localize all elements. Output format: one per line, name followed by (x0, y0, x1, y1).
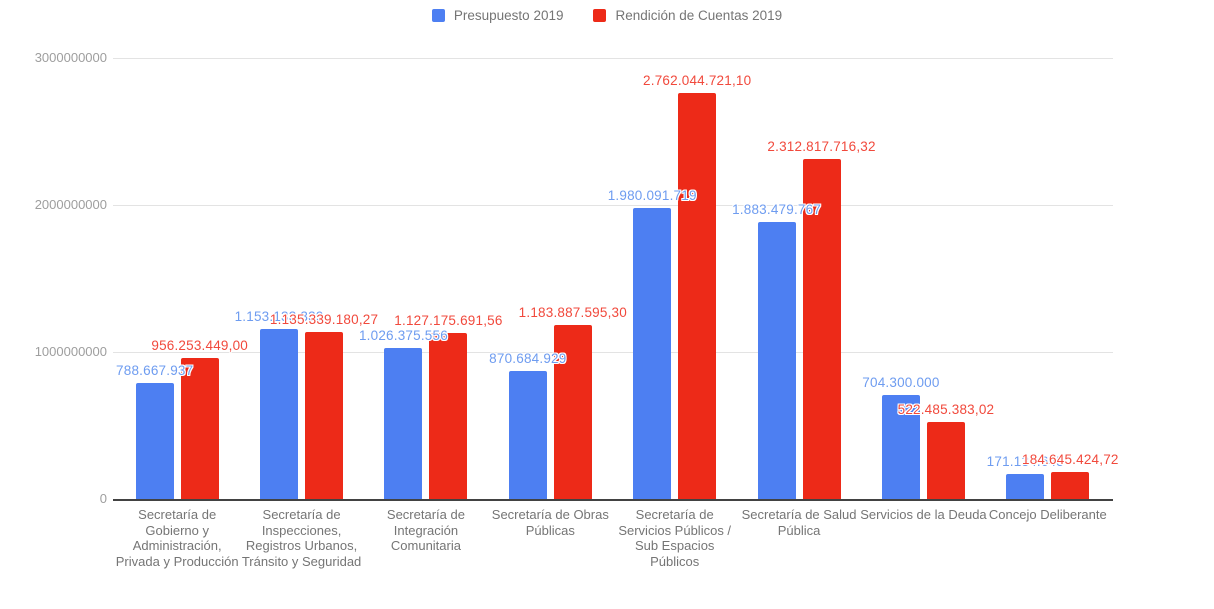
chart-legend: Presupuesto 2019 Rendición de Cuentas 20… (0, 8, 1214, 23)
value-label-rendicion-2: 1.127.175.691,56 (394, 313, 503, 329)
y-axis-tick-label: 1000000000 (34, 344, 107, 359)
legend-swatch-red-icon (593, 9, 607, 22)
x-axis-category-label-2: Secretaría de Integración Comunitaria (386, 507, 465, 553)
legend-item-presupuesto-2019[interactable]: Presupuesto 2019 (431, 8, 564, 23)
value-label-presupuesto-7: 171.134.645 (986, 453, 1064, 469)
value-label-rendicion-0: 956.253.449,00 (151, 338, 249, 354)
bar-rendicion-7[interactable] (1051, 471, 1090, 499)
value-label-presupuesto-0: 788.667.937 (116, 363, 194, 379)
value-label-rendicion-5: 2.312.817.716,32 (767, 139, 876, 155)
bar-presupuesto-3[interactable] (508, 371, 547, 499)
bar-presupuesto-1[interactable] (260, 329, 299, 499)
bar-rendicion-1[interactable] (305, 332, 344, 499)
value-label-rendicion-7: 184.645.424,72 (1021, 451, 1119, 467)
bar-rendicion-2[interactable] (429, 333, 468, 499)
x-axis-category-label-6: Servicios de la Deuda (860, 507, 987, 522)
value-label-presupuesto-5: 1.883.479.767 (732, 202, 822, 218)
y-axis-tick-label: 2000000000 (34, 197, 107, 212)
value-label-rendicion-3: 1.183.887.595,30 (518, 304, 627, 320)
bar-rendicion-5[interactable] (802, 159, 841, 499)
bar-rendicion-6[interactable] (926, 422, 965, 499)
x-axis-category-label-3: Secretaría de Obras Públicas (491, 507, 609, 538)
bar-presupuesto-4[interactable] (633, 207, 672, 499)
x-axis-category-label-5: Secretaría de Salud Pública (741, 507, 857, 538)
legend-label: Presupuesto 2019 (453, 8, 564, 23)
bar-rendicion-4[interactable] (678, 92, 717, 499)
legend-item-rendicion-de-cuentas-2019[interactable]: Rendición de Cuentas 2019 (593, 8, 782, 23)
bar-presupuesto-7[interactable] (1006, 473, 1045, 499)
value-label-rendicion-1: 1.135.339.180,27 (269, 312, 379, 328)
value-label-presupuesto-6: 704.300.000 (862, 375, 940, 391)
bar-rendicion-3[interactable] (553, 324, 592, 499)
x-axis-category-label-1: Secretaría de Inspecciones, Registros Ur… (241, 507, 362, 569)
bar-presupuesto-0[interactable] (135, 383, 174, 499)
x-axis-category-label-4: Secretaría de Servicios Públicos / Sub E… (618, 507, 732, 569)
bar-rendicion-0[interactable] (180, 358, 219, 499)
x-axis-category-label-0: Secretaría de Gobierno y Administración,… (115, 507, 239, 569)
legend-label: Rendición de Cuentas 2019 (615, 8, 783, 23)
bar-presupuesto-5[interactable] (757, 222, 796, 499)
legend-swatch-blue-icon (431, 9, 445, 22)
bar-presupuesto-6[interactable] (881, 395, 920, 499)
gridline (113, 352, 1113, 353)
x-axis-category-label-7: Concejo Deliberante (988, 507, 1107, 522)
value-label-presupuesto-4: 1.980.091.719 (607, 187, 697, 203)
y-axis-tick-label: 0 (99, 491, 107, 506)
gridline (113, 205, 1113, 206)
x-axis-line (113, 499, 1113, 501)
y-axis-tick-label: 3000000000 (34, 50, 107, 65)
bar-presupuesto-2[interactable] (384, 348, 423, 499)
gridline (113, 58, 1113, 59)
value-label-rendicion-6: 522.485.383,02 (897, 402, 995, 418)
value-label-presupuesto-1: 1.153.133.339 (234, 309, 324, 325)
value-label-presupuesto-3: 870.684.929 (489, 351, 567, 366)
value-label-rendicion-4: 2.762.044.721,10 (643, 72, 752, 88)
value-label-presupuesto-2: 1.026.375.556 (358, 328, 448, 344)
